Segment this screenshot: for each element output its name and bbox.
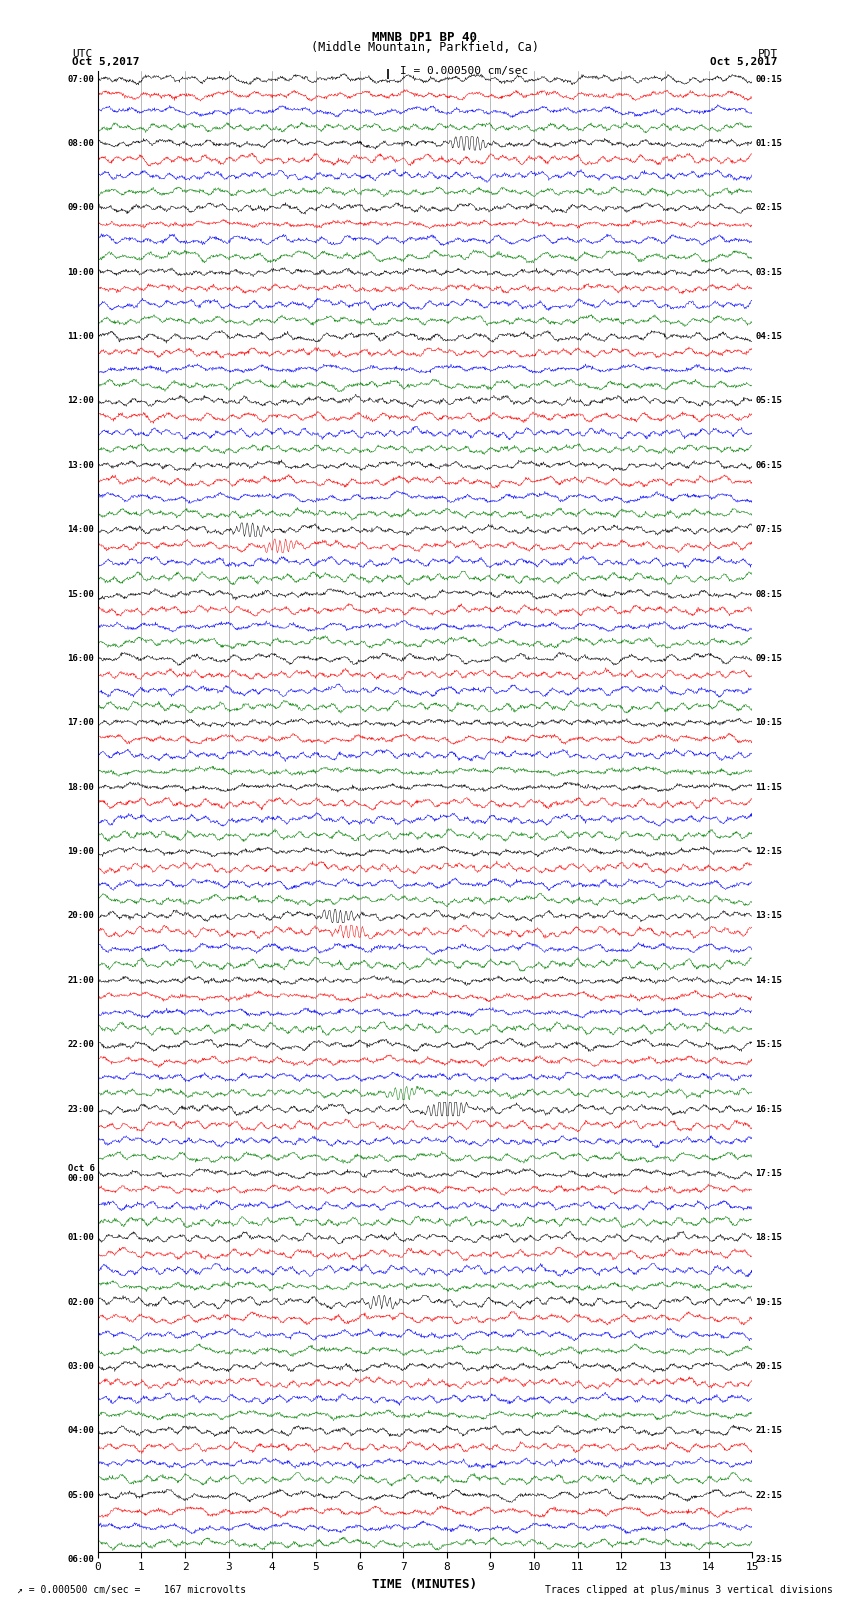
- Text: 04:15: 04:15: [756, 332, 782, 340]
- Text: 21:00: 21:00: [68, 976, 94, 986]
- Text: (Middle Mountain, Parkfield, Ca): (Middle Mountain, Parkfield, Ca): [311, 40, 539, 53]
- X-axis label: TIME (MINUTES): TIME (MINUTES): [372, 1578, 478, 1590]
- Text: 09:00: 09:00: [68, 203, 94, 213]
- Text: 01:00: 01:00: [68, 1234, 94, 1242]
- Text: Oct 6: Oct 6: [68, 1165, 94, 1173]
- Text: 05:00: 05:00: [68, 1490, 94, 1500]
- Text: 12:00: 12:00: [68, 397, 94, 405]
- Text: 09:15: 09:15: [756, 653, 782, 663]
- Text: 16:15: 16:15: [756, 1105, 782, 1113]
- Text: 11:00: 11:00: [68, 332, 94, 340]
- Text: 03:00: 03:00: [68, 1361, 94, 1371]
- Text: Traces clipped at plus/minus 3 vertical divisions: Traces clipped at plus/minus 3 vertical …: [545, 1586, 833, 1595]
- Text: 17:00: 17:00: [68, 718, 94, 727]
- Text: 22:00: 22:00: [68, 1040, 94, 1048]
- Text: 00:15: 00:15: [756, 74, 782, 84]
- Text: 11:15: 11:15: [756, 782, 782, 792]
- Text: 20:00: 20:00: [68, 911, 94, 921]
- Text: I = 0.000500 cm/sec: I = 0.000500 cm/sec: [400, 66, 528, 76]
- Text: 05:15: 05:15: [756, 397, 782, 405]
- Text: Oct 5,2017: Oct 5,2017: [72, 56, 139, 66]
- Text: 02:15: 02:15: [756, 203, 782, 213]
- Text: 12:15: 12:15: [756, 847, 782, 857]
- Text: 19:15: 19:15: [756, 1298, 782, 1307]
- Text: 16:00: 16:00: [68, 653, 94, 663]
- Text: 00:00: 00:00: [68, 1174, 94, 1182]
- Text: 13:15: 13:15: [756, 911, 782, 921]
- Text: 04:00: 04:00: [68, 1426, 94, 1436]
- Text: UTC: UTC: [72, 50, 93, 60]
- Text: 10:00: 10:00: [68, 268, 94, 277]
- Text: 23:15: 23:15: [756, 1555, 782, 1565]
- Text: 08:00: 08:00: [68, 139, 94, 148]
- Text: 14:15: 14:15: [756, 976, 782, 986]
- Text: 21:15: 21:15: [756, 1426, 782, 1436]
- Text: 23:00: 23:00: [68, 1105, 94, 1113]
- Text: 18:00: 18:00: [68, 782, 94, 792]
- Text: 22:15: 22:15: [756, 1490, 782, 1500]
- Text: MMNB DP1 BP 40: MMNB DP1 BP 40: [372, 31, 478, 45]
- Text: 18:15: 18:15: [756, 1234, 782, 1242]
- Text: 06:00: 06:00: [68, 1555, 94, 1565]
- Text: PDT: PDT: [757, 50, 778, 60]
- Text: ↗ = 0.000500 cm/sec =    167 microvolts: ↗ = 0.000500 cm/sec = 167 microvolts: [17, 1586, 246, 1595]
- Text: 01:15: 01:15: [756, 139, 782, 148]
- Text: 15:15: 15:15: [756, 1040, 782, 1048]
- Text: 17:15: 17:15: [756, 1169, 782, 1177]
- Text: 14:00: 14:00: [68, 526, 94, 534]
- Text: 19:00: 19:00: [68, 847, 94, 857]
- Text: 07:00: 07:00: [68, 74, 94, 84]
- Text: 13:00: 13:00: [68, 461, 94, 469]
- Text: 20:15: 20:15: [756, 1361, 782, 1371]
- Text: 07:15: 07:15: [756, 526, 782, 534]
- Text: 02:00: 02:00: [68, 1298, 94, 1307]
- Text: 03:15: 03:15: [756, 268, 782, 277]
- Text: 08:15: 08:15: [756, 590, 782, 598]
- Text: Oct 5,2017: Oct 5,2017: [711, 56, 778, 66]
- Text: 15:00: 15:00: [68, 590, 94, 598]
- Text: 10:15: 10:15: [756, 718, 782, 727]
- Text: 06:15: 06:15: [756, 461, 782, 469]
